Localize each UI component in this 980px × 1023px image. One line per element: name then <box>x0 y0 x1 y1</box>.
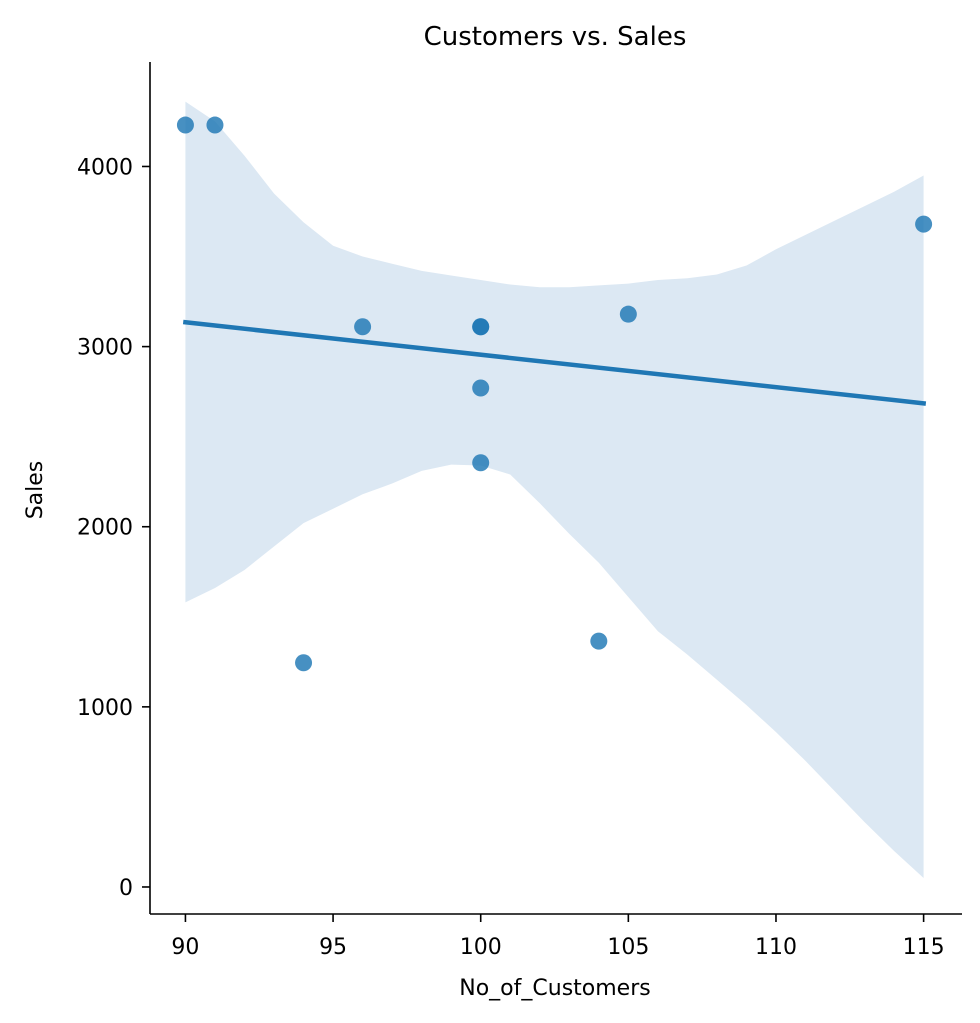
axes-layer <box>149 62 962 915</box>
confidence-band <box>185 101 924 879</box>
regression-line-layer <box>182 319 927 406</box>
x-tick-label: 105 <box>607 935 649 960</box>
scatter-point <box>176 116 194 134</box>
x-tick-label: 95 <box>319 935 347 960</box>
regression-line <box>182 319 927 406</box>
scatter-point <box>472 379 490 397</box>
scatter-point <box>472 454 490 472</box>
y-tick-label: 0 <box>119 876 133 901</box>
x-tick-label: 115 <box>903 935 945 960</box>
x-tick-label: 90 <box>171 935 199 960</box>
scatter-point <box>206 116 224 134</box>
x-tick-label: 110 <box>755 935 797 960</box>
scatter-point <box>472 318 490 336</box>
x-tick-label: 100 <box>460 935 502 960</box>
y-tick-label: 1000 <box>77 696 133 721</box>
scatter-point <box>295 654 313 672</box>
y-axis-label: Sales <box>23 461 48 520</box>
scatter-point <box>915 215 933 233</box>
y-tick-label: 2000 <box>77 516 133 541</box>
y-ticks-layer: 0 1000 2000 3000 4000 <box>77 155 150 901</box>
scatter-point <box>590 632 608 650</box>
scatter-point <box>619 305 637 323</box>
confidence-band-layer <box>185 101 924 879</box>
scatter-points-layer <box>176 116 933 672</box>
chart-title: Customers vs. Sales <box>424 22 687 52</box>
x-axis-label: No_of_Customers <box>459 976 650 1001</box>
scatter-point <box>354 318 372 336</box>
x-ticks-layer: 90 95 100 105 110 115 <box>171 914 945 960</box>
y-tick-label: 4000 <box>77 155 133 180</box>
y-tick-label: 3000 <box>77 336 133 361</box>
